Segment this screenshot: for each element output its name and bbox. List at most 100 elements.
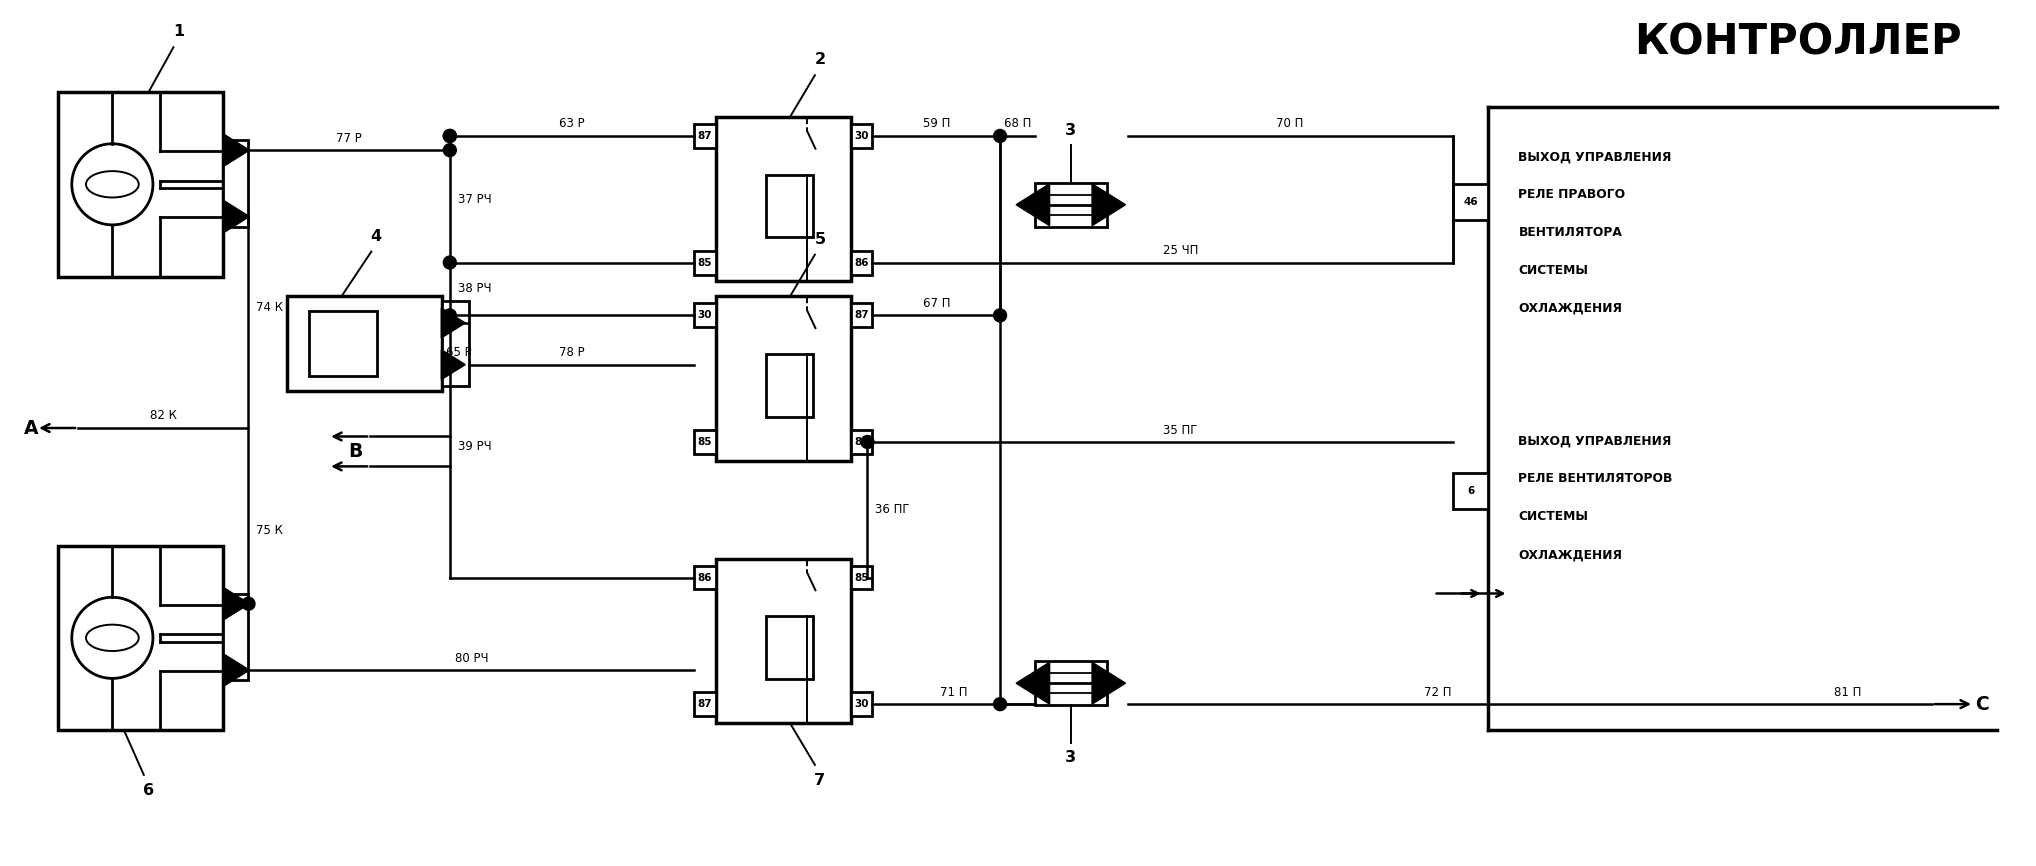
Polygon shape [224,135,250,165]
Bar [766,617,812,679]
Text: 4: 4 [371,229,383,243]
Circle shape [861,436,873,449]
Polygon shape [1091,662,1126,704]
Text: КОНТРОЛЛЕР: КОНТРОЛЛЕР [1633,22,1961,63]
Circle shape [444,130,456,142]
Bar [717,559,851,723]
Text: 65 Р: 65 Р [446,346,472,359]
Bar [442,301,468,386]
Text: 78 Р: 78 Р [560,346,584,359]
Bar [1452,184,1488,220]
Bar [222,593,248,681]
Text: 82 К: 82 К [151,409,177,422]
Text: ОХЛАЖДЕНИЯ: ОХЛАЖДЕНИЯ [1519,548,1623,561]
Bar [851,692,873,716]
Text: 72 П: 72 П [1423,686,1452,699]
Text: РЕЛЕ ПРАВОГО: РЕЛЕ ПРАВОГО [1519,188,1625,201]
Circle shape [444,309,456,322]
Text: 39 РЧ: 39 РЧ [458,440,491,453]
Bar [851,430,873,454]
Bar [694,250,717,275]
Bar [766,175,812,237]
Text: 5: 5 [814,231,825,247]
Text: 80 РЧ: 80 РЧ [454,651,489,664]
Circle shape [994,309,1006,322]
Text: СИСТЕМЫ: СИСТЕМЫ [1519,510,1588,523]
Polygon shape [224,588,250,619]
Circle shape [444,359,456,372]
Text: СИСТЕМЫ: СИСТЕМЫ [1519,264,1588,277]
Bar [717,296,851,461]
Text: 59 П: 59 П [922,118,951,131]
Text: 7: 7 [814,773,825,788]
Text: 2: 2 [814,52,825,68]
Circle shape [444,256,456,269]
Polygon shape [1016,662,1051,704]
Text: А: А [24,418,39,437]
Text: ОХЛАЖДЕНИЯ: ОХЛАЖДЕНИЯ [1519,302,1623,315]
Text: ВЫХОД УПРАВЛЕНИЯ: ВЫХОД УПРАВЛЕНИЯ [1519,435,1672,448]
Polygon shape [442,308,466,338]
Polygon shape [442,350,466,379]
Bar [59,546,222,730]
Text: 35 ПГ: 35 ПГ [1163,423,1197,436]
Bar [1034,662,1108,705]
Text: 30: 30 [855,131,869,141]
Bar [694,565,717,590]
Bar [851,124,873,148]
Text: 75 К: 75 К [257,524,283,537]
Bar [309,312,377,376]
Circle shape [444,130,456,142]
Circle shape [444,316,456,329]
Text: 37 РЧ: 37 РЧ [458,193,491,206]
Text: 68 П: 68 П [1004,118,1030,131]
Bar [694,303,717,327]
Text: 86: 86 [855,437,869,447]
Bar [59,92,222,276]
Circle shape [444,144,456,157]
Bar [1452,473,1488,508]
Text: 30: 30 [855,699,869,709]
Bar [766,354,812,417]
Text: 3: 3 [1065,750,1077,765]
Text: 81 П: 81 П [1834,686,1861,699]
Bar [694,124,717,148]
Circle shape [242,598,254,611]
Text: 6: 6 [143,783,155,798]
Text: 67 П: 67 П [922,297,951,310]
Text: 70 П: 70 П [1277,118,1303,131]
Bar [851,250,873,275]
Text: ВЕНТИЛЯТОРА: ВЕНТИЛЯТОРА [1519,226,1623,239]
Text: 71 П: 71 П [941,686,967,699]
Circle shape [994,130,1006,142]
Bar [851,565,873,590]
Bar [851,303,873,327]
Text: 3: 3 [1065,123,1077,138]
Polygon shape [224,201,250,232]
Bar [287,296,442,391]
Text: 30: 30 [698,310,713,320]
Text: 86: 86 [698,572,713,583]
Text: 74 К: 74 К [257,301,283,313]
Text: 87: 87 [855,310,869,320]
Text: 87: 87 [698,131,713,141]
Polygon shape [1091,184,1126,226]
Bar [222,140,248,227]
Text: 86: 86 [855,257,869,268]
Bar [694,430,717,454]
Text: 46: 46 [1464,197,1478,207]
Circle shape [444,316,456,329]
Text: 25 ЧП: 25 ЧП [1163,244,1197,257]
Text: 38 РЧ: 38 РЧ [458,282,491,295]
Bar [1034,183,1108,227]
Text: 85: 85 [698,437,713,447]
Text: РЕЛЕ ВЕНТИЛЯТОРОВ: РЕЛЕ ВЕНТИЛЯТОРОВ [1519,472,1674,485]
Circle shape [994,698,1006,711]
Text: 77 Р: 77 Р [336,132,362,145]
Text: С: С [1975,695,1989,714]
Text: 85: 85 [698,257,713,268]
Text: 63 Р: 63 Р [560,118,584,131]
Text: 6: 6 [1466,486,1474,496]
Bar [717,117,851,281]
Bar [694,692,717,716]
